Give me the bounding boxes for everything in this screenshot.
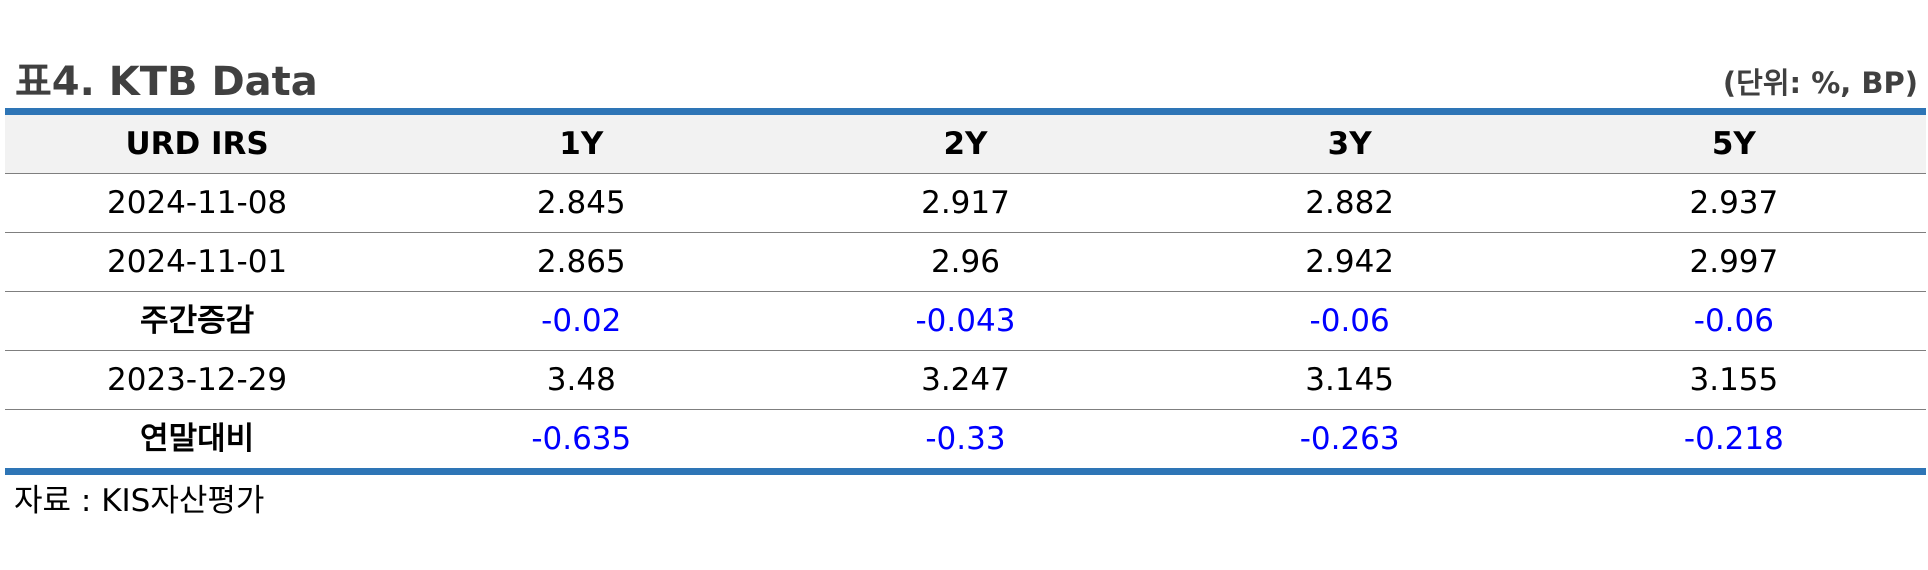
column-header-2y: 2Y (773, 111, 1158, 174)
table-row: 연말대비 -0.635 -0.33 -0.263 -0.218 (5, 410, 1926, 472)
cell-5y: 3.155 (1541, 350, 1926, 410)
cell-3y: 2.942 (1157, 232, 1542, 292)
row-label: 2024-11-08 (5, 173, 390, 233)
cell-2y: 2.917 (773, 173, 1158, 233)
unit-label: (단위: %, BP) (1722, 66, 1918, 100)
table-title: 표4. KTB Data (15, 59, 318, 105)
table-row: 2024-11-01 2.865 2.96 2.942 2.997 (5, 232, 1926, 292)
row-label: 주간증감 (5, 291, 390, 351)
cell-2y: -0.043 (773, 291, 1158, 351)
cell-1y: -0.02 (389, 291, 774, 351)
column-header-5y: 5Y (1541, 111, 1926, 174)
column-header-urd-irs: URD IRS (5, 111, 390, 174)
document: 표4. KTB Data (단위: %, BP) URD IRS 1Y 2Y 3… (5, 52, 1926, 521)
cell-5y: 2.997 (1541, 232, 1926, 292)
row-label: 2024-11-01 (5, 232, 390, 292)
table-row: 2024-11-08 2.845 2.917 2.882 2.937 (5, 173, 1926, 233)
cell-5y: 2.937 (1541, 173, 1926, 233)
header-row: URD IRS 1Y 2Y 3Y 5Y (5, 111, 1926, 174)
cell-3y: -0.06 (1157, 291, 1542, 351)
cell-5y: -0.06 (1541, 291, 1926, 351)
cell-2y: -0.33 (925, 420, 1006, 457)
column-header-3y: 3Y (1157, 111, 1542, 174)
cell-1y: 3.48 (389, 350, 774, 410)
cell-2y: 3.247 (773, 350, 1158, 410)
table-row: 주간증감 -0.02 -0.043 -0.06 -0.06 (5, 291, 1926, 351)
cell-3y: 3.145 (1157, 350, 1542, 410)
row-label: 2023-12-29 (5, 350, 390, 410)
cell-5y: -0.218 (1683, 420, 1784, 457)
ktb-data-table: URD IRS 1Y 2Y 3Y 5Y 2024-11-08 2.845 2.9… (5, 108, 1926, 475)
cell-2y: 2.96 (773, 232, 1158, 292)
cell-3y: 2.882 (1157, 173, 1542, 233)
row-label: 연말대비 (140, 420, 255, 457)
source-note: 자료 : KIS자산평가 (14, 483, 265, 519)
cell-1y: 2.845 (389, 173, 774, 233)
cell-3y: -0.263 (1299, 420, 1400, 457)
cell-1y: -0.635 (531, 420, 632, 457)
column-header-1y: 1Y (389, 111, 774, 174)
table-row: 2023-12-29 3.48 3.247 3.145 3.155 (5, 350, 1926, 410)
cell-1y: 2.865 (389, 232, 774, 292)
title-row: 표4. KTB Data (단위: %, BP) (5, 52, 1926, 108)
